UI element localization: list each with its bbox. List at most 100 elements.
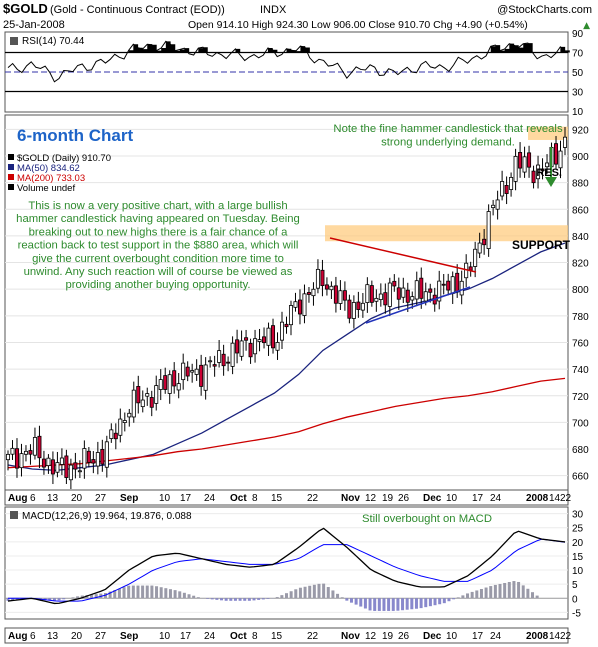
- symbol-exchange: INDX: [260, 4, 287, 16]
- x-axis-label: 24: [490, 631, 502, 642]
- macd-histogram-bar: [136, 585, 140, 599]
- macd-histogram-bar: [331, 590, 335, 599]
- candle-body: [154, 385, 159, 404]
- x-axis-label: 22: [307, 493, 319, 504]
- macd-histogram-bar: [298, 587, 302, 599]
- macd-histogram-bar: [145, 585, 149, 599]
- x-axis-label: 24: [204, 631, 216, 642]
- x-axis-label: 26: [398, 631, 410, 642]
- candle-body: [14, 448, 19, 469]
- candle-body: [10, 447, 15, 455]
- candle-body: [545, 162, 550, 168]
- candle-body: [531, 170, 536, 184]
- support-band: [325, 225, 568, 242]
- legend-entry: Volume undef: [17, 183, 75, 194]
- candle-body: [190, 370, 195, 373]
- candle-body: [77, 470, 82, 473]
- rsi-marker-icon: [10, 37, 18, 45]
- symbol-title: $GOLD: [3, 1, 48, 16]
- x-axis-label: 8: [252, 631, 258, 642]
- candle-body: [392, 280, 397, 287]
- candle-body: [401, 287, 406, 298]
- ohlc-readout: Open 914.10 High 924.30 Low 906.00 Close…: [188, 19, 528, 31]
- macd-histogram-bar: [206, 598, 210, 599]
- x-axis-label: 10: [159, 493, 171, 504]
- x-axis-label: 24: [204, 493, 216, 504]
- x-axis-label: 22: [307, 631, 319, 642]
- support-label: SUPPORT: [512, 238, 571, 252]
- macd-histogram-bar: [80, 595, 84, 599]
- macd-histogram-bar: [141, 585, 145, 599]
- candle-body: [55, 462, 60, 473]
- candle-body: [181, 362, 186, 381]
- candle-body: [563, 136, 568, 148]
- candle-body: [113, 432, 118, 440]
- candle-body: [338, 290, 343, 304]
- macd-histogram-bar: [521, 585, 525, 599]
- rsi-line: [7, 40, 566, 83]
- macd-histogram-bar: [438, 598, 442, 605]
- x-axis-label: 10: [446, 631, 458, 642]
- candle-body: [356, 301, 361, 310]
- macd-histogram-bar: [294, 589, 298, 599]
- macd-histogram-bar: [340, 597, 344, 599]
- candle-body: [351, 302, 356, 319]
- candle-body: [320, 269, 325, 287]
- macd-histogram-bar: [210, 598, 214, 600]
- x-axis-label: Aug: [8, 631, 27, 642]
- candle-body: [50, 459, 55, 475]
- candle-body: [194, 368, 199, 375]
- macd-histogram-bar: [535, 595, 539, 599]
- macd-histogram-bar: [373, 598, 377, 611]
- rsi-tick-label: 70: [572, 49, 584, 60]
- macd-histogram-bar: [466, 593, 470, 599]
- x-axis-label: Nov: [341, 631, 360, 642]
- price-tick-label: 900: [572, 152, 589, 163]
- x-axis-label: 10: [446, 493, 458, 504]
- macd-histogram-bar: [526, 588, 530, 599]
- x-axis-label: Aug: [8, 493, 27, 504]
- candle-body: [253, 338, 258, 355]
- candle-body: [68, 464, 73, 481]
- price-panel: [4, 114, 569, 491]
- macd-histogram-bar: [94, 594, 98, 599]
- macd-histogram-bar: [215, 598, 219, 600]
- candle-body: [360, 302, 365, 311]
- macd-histogram-bar: [414, 598, 418, 609]
- candle-body: [455, 272, 460, 292]
- macd-histogram-bar: [512, 581, 516, 599]
- x-axis-label: Oct: [230, 493, 247, 504]
- candle-body: [311, 288, 316, 297]
- x-axis-label: 19: [382, 631, 394, 642]
- macd-histogram-bar: [108, 591, 112, 599]
- x-axis-label: 27: [95, 493, 107, 504]
- macd-histogram-bar: [326, 587, 330, 599]
- candle-body: [266, 327, 271, 346]
- candle-body: [149, 397, 154, 408]
- candle-body: [32, 437, 37, 456]
- macd-histogram-bar: [317, 583, 321, 599]
- macd-histogram-bar: [461, 595, 465, 599]
- rsi-overbought-fill: [128, 41, 570, 53]
- x-axis-label: 26: [398, 493, 410, 504]
- x-axis-label: 10: [159, 631, 171, 642]
- macd-histogram-bar: [401, 598, 405, 611]
- candle-body: [410, 296, 415, 301]
- macd-tick-label: -5: [572, 608, 581, 619]
- macd-histogram-bar: [345, 598, 349, 601]
- macd-histogram-bar: [15, 598, 19, 600]
- macd-panel: [4, 506, 569, 620]
- macd-histogram-bar: [182, 592, 186, 599]
- rsi-label: RSI(14) 70.44: [22, 36, 85, 47]
- chart-date: 25-Jan-2008: [3, 19, 65, 31]
- macd-histogram-bar: [396, 598, 400, 611]
- macd-histogram-bar: [493, 584, 497, 599]
- candle-body: [140, 399, 145, 408]
- macd-histogram-bar: [48, 598, 52, 601]
- macd-histogram-bar: [261, 598, 265, 600]
- macd-histogram-bar: [507, 582, 511, 599]
- macd-tick-label: 0: [572, 594, 578, 605]
- macd-histogram-bar: [456, 597, 460, 599]
- candle-body: [423, 291, 428, 302]
- chart-title: 6-month Chart: [17, 126, 134, 145]
